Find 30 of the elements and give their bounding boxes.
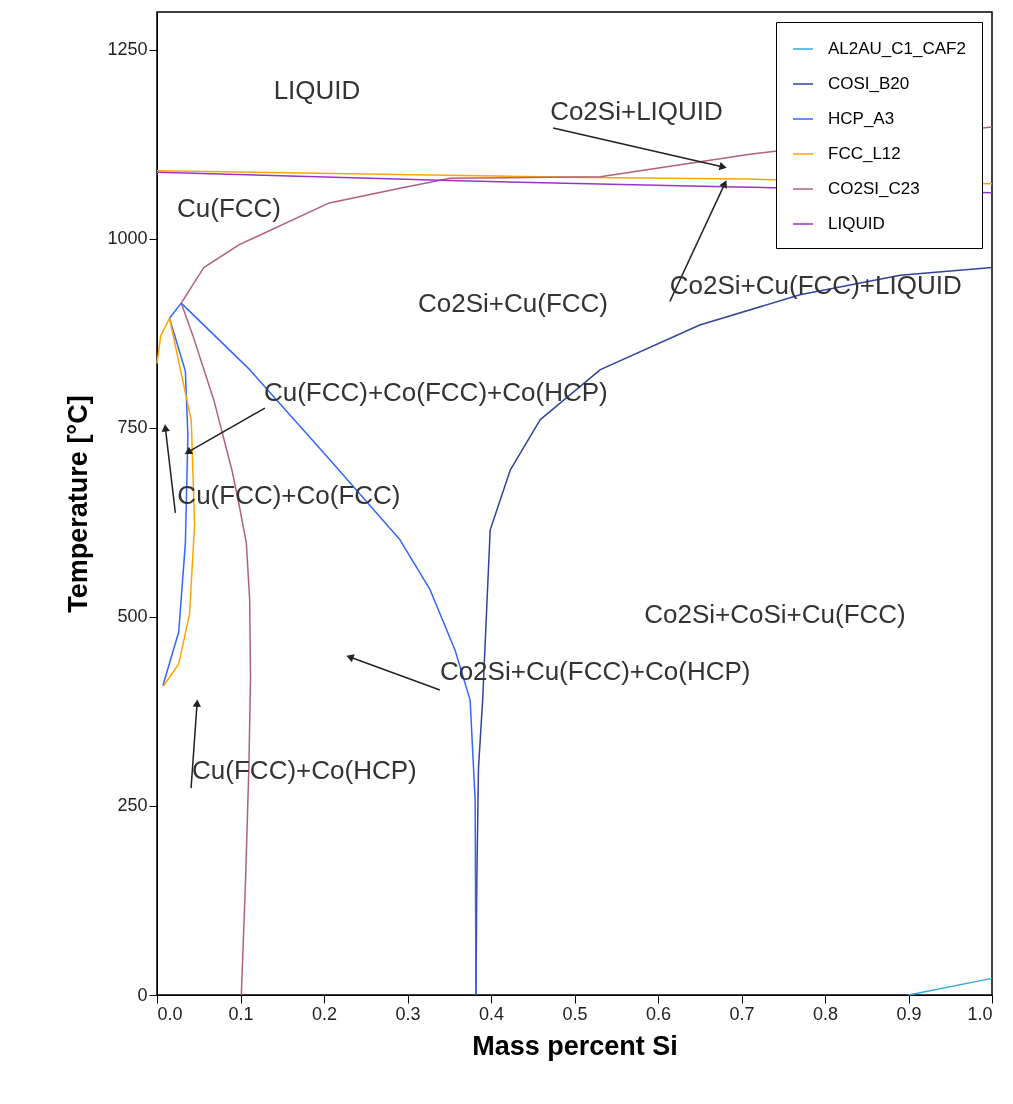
y-tick-label: 0 [137,984,148,1005]
y-tick-label: 1000 [107,228,148,249]
y-tick-label: 750 [117,417,148,438]
y-axis-title: Temperature [°C] [63,395,94,613]
legend-label: CO2SI_C23 [828,179,920,198]
legend-label: HCP_A3 [828,109,895,128]
x-tick-label: 0.1 [228,1003,254,1024]
y-tick-label: 1250 [107,39,148,60]
x-tick-label: 0.2 [311,1003,338,1024]
annotation: Co2Si+LIQUID [550,96,723,127]
legend-label: AL2AU_C1_CAF2 [828,39,966,58]
x-tick-label: 0.8 [812,1003,839,1024]
y-tick-label: 500 [117,606,148,627]
x-tick-label: 0.6 [645,1003,672,1024]
x-tick-label: 0.5 [562,1003,588,1024]
legend-label: COSI_B20 [828,74,910,93]
x-tick-label: 0.3 [395,1003,421,1024]
x-tick-label: 0.0 [157,1003,183,1024]
annotation: Co2Si+Cu(FCC) [418,288,608,318]
x-tick-label: 0.7 [729,1003,755,1024]
legend-label: LIQUID [828,214,885,233]
y-tick-label: 250 [117,795,148,816]
annotation: LIQUID [273,75,361,105]
legend-label: FCC_L12 [828,144,901,163]
annotation: Cu(FCC) [177,193,281,223]
x-axis-title: Mass percent Si [472,1030,678,1061]
x-tick-label: 0.9 [896,1003,922,1024]
annotation: Co2Si+CoSi+Cu(FCC) [644,599,906,629]
x-tick-label: 0.4 [478,1003,505,1024]
x-tick-label: 1.0 [967,1003,993,1024]
